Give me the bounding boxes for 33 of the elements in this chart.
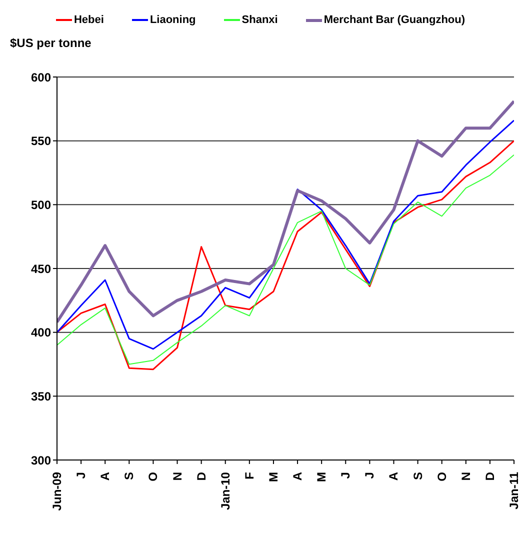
x-tick-label: J <box>338 472 353 479</box>
x-tick-label: O <box>146 472 160 482</box>
x-tick-label: N <box>170 472 184 481</box>
x-tick-label: M <box>314 472 329 482</box>
y-tick-label: 550 <box>30 134 52 148</box>
legend-label: Merchant Bar (Guangzhou) <box>322 14 466 26</box>
legend-label: Liaoning <box>148 14 196 26</box>
x-tick-label: N <box>458 472 473 481</box>
y-tick-label: 350 <box>30 389 52 404</box>
legend-label: Hebei <box>72 14 104 26</box>
x-tick-label: S <box>410 472 425 480</box>
y-tick-label: 300 <box>30 453 52 468</box>
x-tick-label: D <box>194 472 208 481</box>
legend-label: Shanxi <box>240 14 278 26</box>
y-tick-label: 500 <box>30 198 52 212</box>
x-tick-label: S <box>122 472 136 480</box>
x-tick-label: Jan-10 <box>218 472 232 510</box>
y-axis-title: $US per tonne <box>10 36 92 50</box>
x-tick-label: D <box>482 472 497 481</box>
x-tick-label: A <box>290 472 305 481</box>
line-series <box>57 100 514 324</box>
x-tick-label: O <box>434 472 449 482</box>
x-tick-label: A <box>386 472 401 481</box>
y-tick-label: 400 <box>30 326 52 340</box>
x-tick-label: M <box>266 472 280 482</box>
y-tick-label: 600 <box>30 70 52 84</box>
x-tick-label: J <box>362 472 377 479</box>
y-tick-label: 450 <box>30 262 52 276</box>
x-tick-label: Jun-09 <box>50 472 64 511</box>
x-tick-label: J <box>74 472 88 479</box>
x-tick-label: Jan-11 <box>507 472 521 510</box>
x-tick-label: F <box>242 472 256 480</box>
x-tick-label: A <box>98 472 112 481</box>
